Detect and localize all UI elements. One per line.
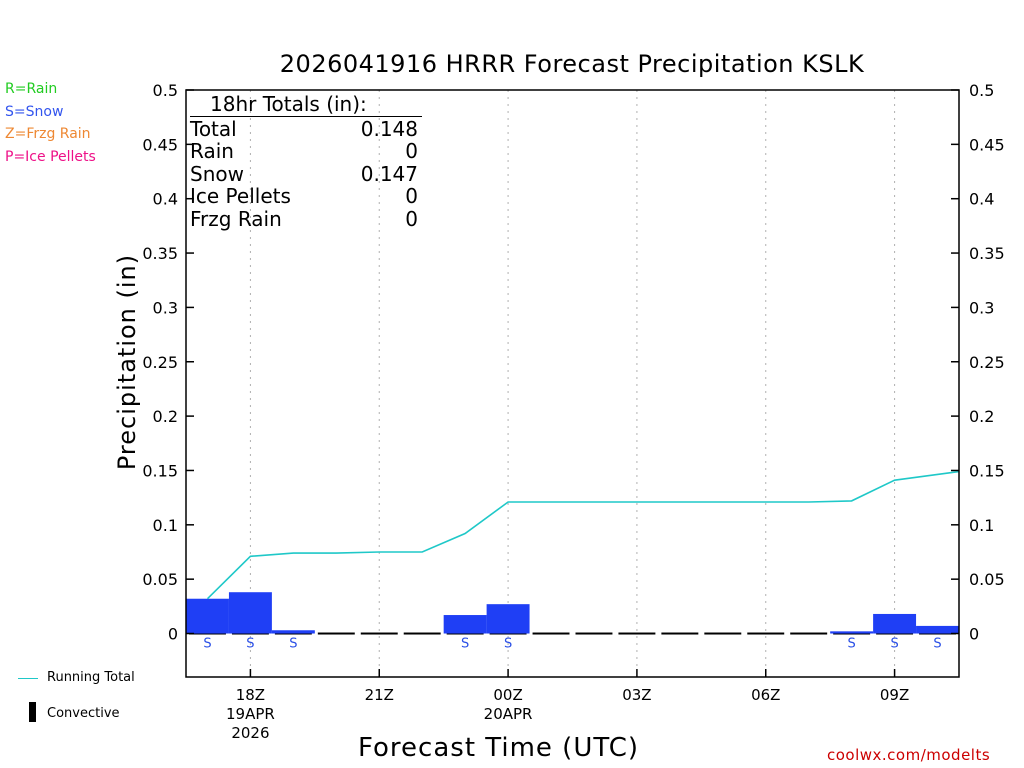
ptype-snow-label: S [848, 637, 856, 652]
convective-bar [403, 632, 441, 635]
y-tick-label-left: 0.15 [142, 461, 178, 480]
x-tick-label: 09Z [880, 686, 909, 704]
y-tick-label-left: 0.1 [153, 516, 178, 535]
precip-bar [830, 631, 874, 634]
totals-row-freezing-rain: Frzg Rain 0 [190, 206, 418, 231]
x-axis-label: Forecast Time (UTC) [358, 733, 640, 763]
x-tick-label: 00Z [493, 686, 522, 704]
totals-label: Frzg Rain [190, 206, 282, 231]
y-tick-label-left: 0.4 [153, 190, 178, 209]
convective-bar [575, 632, 613, 635]
y-tick-label-right: 0 [969, 625, 979, 644]
totals-value: 0 [405, 139, 418, 163]
convective-bar [790, 632, 828, 635]
convective-bar [532, 632, 570, 635]
totals-row-snow: Snow 0.147 [190, 161, 418, 186]
legend-key-rain: R=Rain [5, 81, 58, 97]
totals-row-total: Total 0.148 [190, 116, 418, 141]
chart-title: 2026041916 HRRR Forecast Precipitation K… [279, 50, 865, 78]
y-tick-label-right: 0.45 [969, 135, 1005, 154]
x-tick-year-label: 2026 [231, 724, 269, 742]
plot-frame [185, 89, 960, 678]
totals-value: 0.148 [360, 116, 418, 141]
y-tick-label-left: 0.5 [153, 81, 178, 100]
totals-label: Rain [190, 139, 234, 163]
running-total-line [206, 470, 960, 600]
precip-bar [916, 625, 959, 634]
convective-bar [704, 632, 742, 635]
y-tick-label-left: 0 [168, 625, 178, 644]
legend-convective-label: Convective [47, 706, 120, 721]
legend-key-ice-pellets: P=Ice Pellets [5, 149, 96, 165]
precip-bar [271, 630, 315, 634]
legend-running-total-label: Running Total [47, 670, 135, 685]
x-tick-label: 03Z [622, 686, 651, 704]
totals-row-ice-pellets: Ice Pellets 0 [190, 185, 418, 208]
ptype-snow-label: S [246, 637, 254, 652]
y-tick-label-right: 0.15 [969, 461, 1005, 480]
convective-bar [747, 632, 785, 635]
y-tick-label-left: 0.3 [153, 298, 178, 317]
precip-bar [486, 604, 530, 634]
totals-value: 0 [405, 206, 418, 231]
convective-bar [618, 632, 656, 635]
precip-bar [186, 598, 229, 634]
ptype-snow-label: S [289, 637, 297, 652]
ptype-snow-label: S [504, 637, 512, 652]
totals-box: 18hr Totals (in): Total 0.148 Rain 0 Sno… [190, 93, 422, 230]
y-tick-label-right: 0.05 [969, 570, 1005, 589]
y-tick-label-right: 0.4 [969, 190, 994, 209]
legend-convective-swatch [29, 702, 36, 722]
ptype-snow-label: S [933, 637, 941, 652]
convective-bar [661, 632, 699, 635]
precip-bar [228, 592, 272, 634]
y-tick-label-right: 0.2 [969, 407, 994, 426]
y-tick-label-right: 0.35 [969, 244, 1005, 263]
y-tick-label-right: 0.1 [969, 516, 994, 535]
legend-key-freezing-rain: Z=Frzg Rain [5, 126, 91, 142]
ptype-snow-label: S [203, 637, 211, 652]
x-tick-label: 21Z [365, 686, 394, 704]
legend-key-snow: S=Snow [5, 104, 64, 120]
convective-bar [317, 632, 355, 635]
totals-label: Ice Pellets [190, 184, 291, 208]
credit-text: coolwx.com/modelts [827, 746, 991, 764]
y-tick-label-left: 0.05 [142, 570, 178, 589]
totals-value: 0.147 [360, 161, 418, 186]
totals-row-rain: Rain 0 [190, 140, 418, 163]
y-tick-label-right: 0.25 [969, 353, 1005, 372]
totals-label: Total [190, 116, 237, 141]
totals-label: Snow [190, 161, 244, 186]
precip-bar [443, 615, 487, 634]
precip-bar [873, 613, 917, 634]
totals-header: 18hr Totals (in): [190, 93, 422, 117]
x-tick-date-label: 20APR [484, 705, 533, 723]
x-tick-label: 18Z [236, 686, 265, 704]
x-tick-label: 06Z [751, 686, 780, 704]
legend-running-total-swatch [18, 678, 38, 679]
x-tick-date-label: 19APR [226, 705, 275, 723]
ptype-snow-label: S [890, 637, 898, 652]
y-tick-label-left: 0.35 [142, 244, 178, 263]
y-tick-label-left: 0.45 [142, 135, 178, 154]
y-tick-label-left: 0.2 [153, 407, 178, 426]
y-tick-label-right: 0.5 [969, 81, 994, 100]
totals-value: 0 [405, 184, 418, 208]
y-tick-label-left: 0.25 [142, 353, 178, 372]
ptype-snow-label: S [461, 637, 469, 652]
convective-bar [360, 632, 398, 635]
y-tick-label-right: 0.3 [969, 298, 994, 317]
